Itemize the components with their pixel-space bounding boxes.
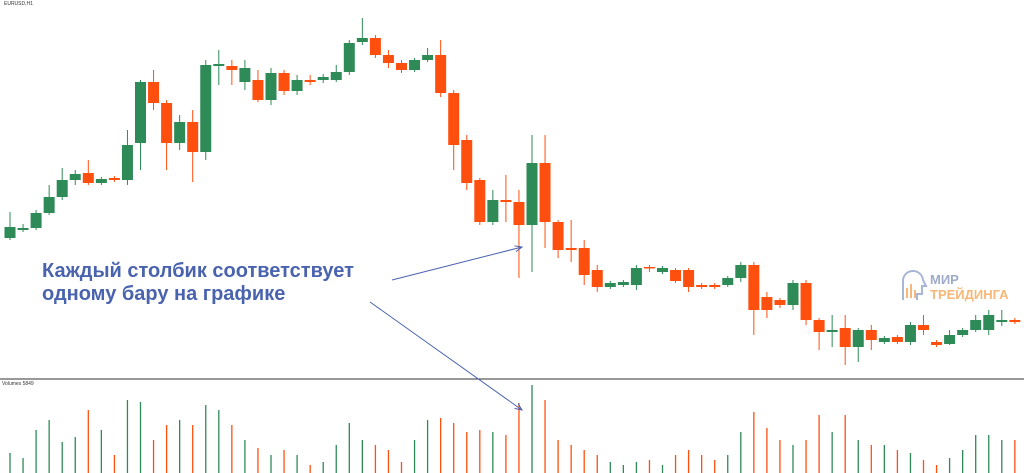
candle-body [148, 82, 160, 103]
candle-body [226, 66, 238, 70]
logo-text: ТРЕЙДИНГА [930, 287, 1009, 302]
candle-body [670, 270, 682, 281]
candle-body [304, 80, 316, 82]
candle-body [56, 180, 68, 197]
candle-body [265, 73, 277, 100]
candle-body [852, 330, 864, 347]
annotation: Каждый столбик соответствует [42, 260, 354, 282]
candle-body [448, 93, 460, 145]
candle-body [69, 174, 81, 180]
candles [4, 18, 1021, 365]
candle-body [970, 320, 982, 330]
candle-body [82, 173, 94, 183]
candle-body [709, 285, 721, 287]
candle-body [474, 180, 486, 222]
logo-icon [901, 270, 928, 300]
candle-body [4, 227, 16, 238]
candle-body [252, 80, 264, 100]
candle-body [865, 330, 877, 340]
candle-body [30, 213, 42, 228]
candle-body [539, 163, 551, 222]
candle-body [787, 283, 799, 305]
candle-body [121, 145, 133, 180]
candle-body [931, 342, 943, 345]
candle-body [604, 283, 616, 287]
candle-body [891, 337, 903, 342]
candle-body [291, 80, 303, 91]
candle-body [161, 103, 173, 143]
candle-body [135, 82, 146, 143]
candle-body [578, 248, 590, 275]
logo: МИР ТРЕЙДИНГА [901, 270, 1009, 302]
logo-icon [910, 284, 912, 298]
candle-body [108, 178, 120, 180]
candle-body [187, 122, 199, 152]
logo-icon [906, 288, 908, 298]
candle-body [957, 330, 969, 335]
candle-body [904, 325, 916, 342]
candle-body [735, 265, 747, 278]
candle-body [944, 335, 956, 344]
candle-body [826, 330, 838, 332]
chart-title: EURUSD,H1 [4, 1, 33, 7]
arrow [391, 247, 522, 281]
candle-body [513, 202, 525, 225]
arrow [369, 301, 522, 410]
candle-body [591, 270, 603, 287]
candle-body [617, 282, 629, 285]
candle-body [748, 265, 760, 310]
candle-body [213, 64, 225, 66]
candle-body [278, 73, 290, 91]
candle-body [200, 65, 212, 152]
candle-body [356, 38, 368, 42]
candle-body [565, 248, 577, 250]
candle-body [813, 320, 825, 332]
annotation: одному бару на графике [42, 283, 285, 305]
candle-body [396, 63, 407, 70]
candle-body [630, 268, 642, 285]
candle-body [461, 140, 473, 183]
candle-body [343, 43, 355, 72]
logo-icon [914, 290, 916, 298]
candle-body [330, 72, 342, 80]
candle-body [500, 200, 512, 202]
candle-body [643, 267, 655, 269]
candle-body [409, 60, 421, 70]
candle-body [43, 197, 55, 213]
candle-body [422, 55, 434, 60]
candle-body [683, 270, 695, 287]
candle-body [839, 328, 851, 347]
candle-body [552, 222, 564, 250]
candle-body [761, 297, 773, 310]
volume-title: Volumes 5849 [2, 381, 34, 387]
candle-body [657, 268, 668, 272]
candle-body [983, 315, 995, 330]
candle-body [174, 122, 186, 143]
candle-body [878, 338, 890, 342]
candle-body [487, 200, 499, 222]
candle-body [918, 325, 929, 330]
candle-body [722, 278, 734, 285]
candle-body [435, 55, 447, 93]
candle-body [1009, 320, 1021, 322]
volumes [9, 385, 1016, 473]
candle-body [95, 179, 107, 183]
candle-body [996, 320, 1008, 322]
candle-body [317, 77, 329, 80]
candle-body [369, 38, 381, 55]
candle-body [774, 300, 786, 305]
logo-text: МИР [930, 272, 959, 287]
candle-body [800, 283, 812, 320]
candle-body [382, 55, 394, 63]
candle-body [239, 68, 251, 82]
candle-body [17, 228, 29, 230]
candle-body [696, 285, 708, 287]
candle-body [526, 163, 538, 225]
